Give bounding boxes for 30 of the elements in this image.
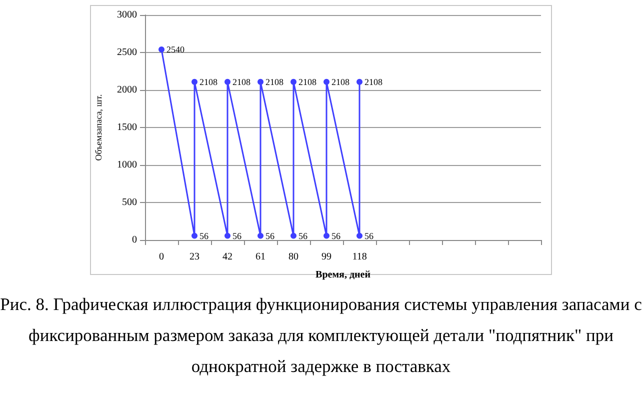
data-label: 2108 [364, 76, 383, 87]
y-axis-title: Объемзапаса, шт. [94, 94, 104, 161]
y-tick-label: 2000 [117, 84, 137, 96]
data-label: 2108 [266, 76, 284, 87]
y-tick-label: 2500 [117, 47, 137, 58]
y-tick-label: 0 [132, 234, 137, 246]
data-label: 56 [298, 230, 308, 241]
x-tick-label: 0 [159, 252, 164, 262]
x-tick-label: 61 [256, 252, 266, 262]
y-tick-label: 1500 [117, 122, 137, 133]
data-label: 2108 [200, 76, 218, 87]
data-label: 56 [364, 230, 374, 241]
data-label: 2540 [166, 44, 185, 54]
data-label: 56 [266, 230, 275, 241]
x-tick-label: 80 [288, 252, 298, 262]
y-tick-label: 500 [122, 197, 137, 208]
data-label: 56 [200, 230, 209, 241]
data-label: 56 [332, 230, 341, 241]
x-tick-label: 42 [222, 252, 232, 262]
x-tick-label: 99 [322, 252, 332, 262]
data-label: 2108 [332, 76, 350, 87]
y-tick-label: 1000 [117, 160, 137, 170]
data-label: 2108 [232, 76, 251, 87]
x-tick-label: 23 [190, 252, 200, 262]
text: Рис. 8. Графическая иллюстрация функционирования системы управления запасами с фиксированным размером заказа для комплектующей детали "подпятник" при однократной задержке в поставках [0, 293, 642, 378]
data-label: 2108 [298, 76, 317, 87]
x-tick-label: 118 [352, 252, 367, 262]
y-tick-label: 3000 [117, 10, 137, 20]
x-axis-title: Время, дней [316, 270, 371, 280]
data-label: 56 [232, 230, 242, 241]
